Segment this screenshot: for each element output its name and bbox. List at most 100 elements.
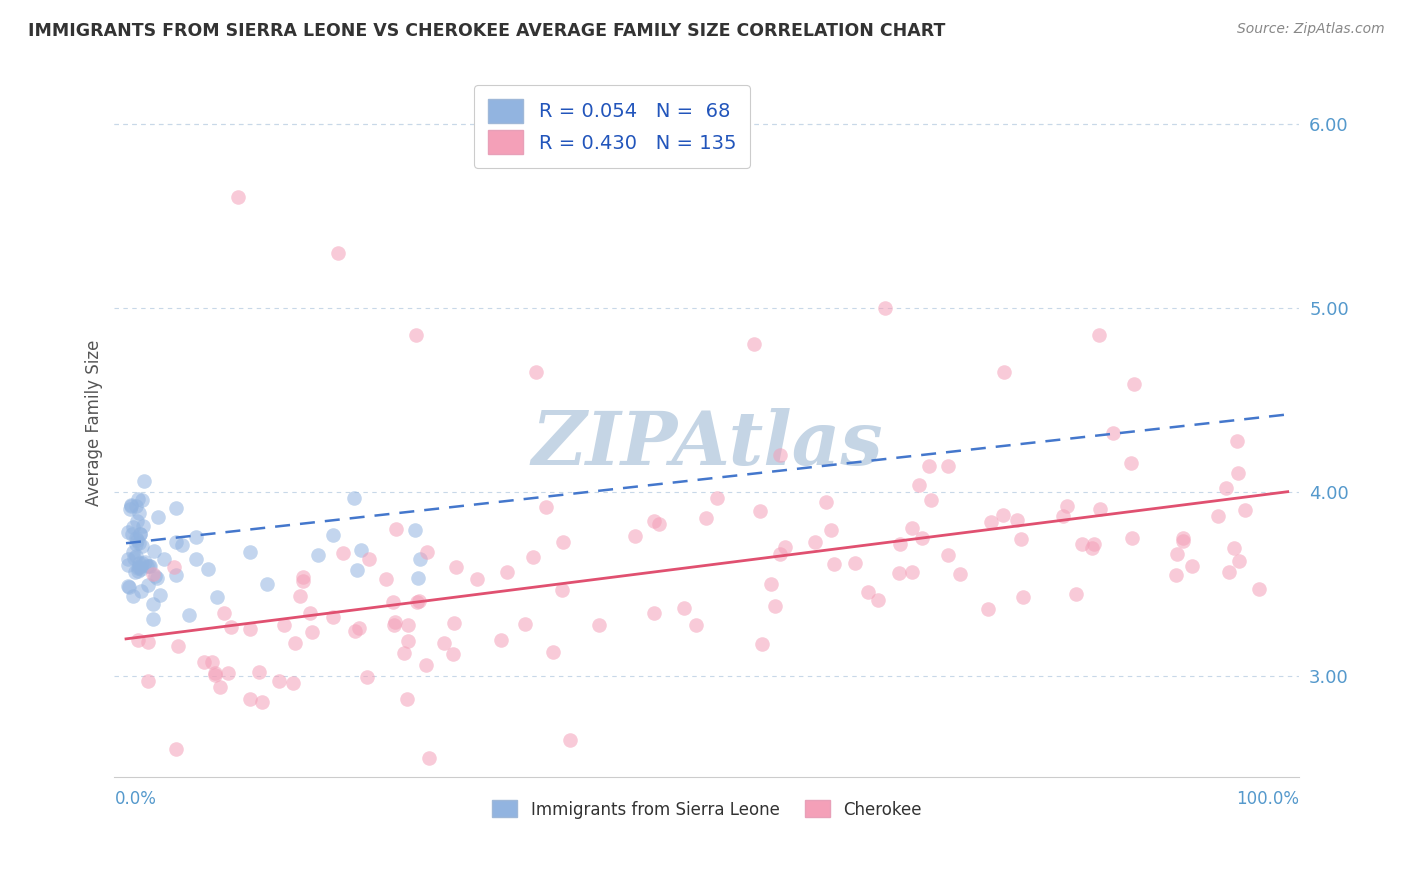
Point bbox=[356, 670, 378, 684]
Point bbox=[1083, 536, 1105, 550]
Point bbox=[553, 535, 575, 549]
Point bbox=[918, 458, 941, 473]
Point bbox=[866, 593, 889, 607]
Point bbox=[769, 547, 792, 561]
Point bbox=[121, 589, 143, 603]
Point bbox=[299, 606, 322, 620]
Point bbox=[873, 301, 896, 315]
Point bbox=[1064, 587, 1087, 601]
Point bbox=[1090, 501, 1112, 516]
Point bbox=[273, 617, 295, 632]
Point bbox=[1181, 559, 1204, 574]
Point bbox=[643, 514, 665, 528]
Point bbox=[138, 673, 160, 688]
Point bbox=[128, 556, 150, 570]
Point bbox=[301, 625, 323, 640]
Point bbox=[1171, 532, 1194, 546]
Point bbox=[127, 533, 149, 547]
Point bbox=[911, 532, 934, 546]
Point bbox=[643, 606, 665, 620]
Point bbox=[408, 594, 430, 608]
Point bbox=[541, 645, 564, 659]
Point bbox=[139, 559, 162, 574]
Point bbox=[381, 594, 404, 608]
Point bbox=[290, 589, 312, 603]
Point bbox=[163, 559, 186, 574]
Point bbox=[346, 563, 368, 577]
Point bbox=[706, 491, 728, 506]
Point bbox=[769, 448, 792, 462]
Point bbox=[193, 655, 215, 669]
Point bbox=[761, 577, 783, 591]
Point bbox=[117, 578, 139, 592]
Point bbox=[749, 504, 772, 518]
Point bbox=[409, 551, 432, 566]
Point bbox=[991, 508, 1014, 523]
Point bbox=[551, 582, 574, 597]
Point bbox=[695, 510, 717, 524]
Point bbox=[124, 549, 146, 564]
Point bbox=[980, 515, 1002, 529]
Point bbox=[384, 615, 406, 629]
Point bbox=[1122, 376, 1144, 391]
Point bbox=[993, 365, 1015, 379]
Point bbox=[1119, 456, 1142, 470]
Point bbox=[145, 571, 167, 585]
Point bbox=[416, 545, 439, 559]
Point bbox=[1226, 434, 1249, 449]
Point bbox=[184, 552, 207, 566]
Point bbox=[524, 365, 547, 379]
Point bbox=[1088, 328, 1111, 343]
Point bbox=[1070, 537, 1092, 551]
Point bbox=[938, 459, 960, 474]
Point bbox=[1121, 531, 1143, 545]
Point bbox=[149, 588, 172, 602]
Point bbox=[1005, 513, 1028, 527]
Text: 0.0%: 0.0% bbox=[114, 789, 156, 808]
Point bbox=[1166, 567, 1188, 582]
Point bbox=[165, 501, 187, 516]
Point bbox=[117, 558, 139, 573]
Point bbox=[522, 549, 544, 564]
Point bbox=[347, 621, 370, 635]
Point bbox=[467, 572, 489, 586]
Text: Source: ZipAtlas.com: Source: ZipAtlas.com bbox=[1237, 22, 1385, 37]
Point bbox=[491, 632, 513, 647]
Point bbox=[406, 595, 429, 609]
Point bbox=[1012, 590, 1035, 604]
Point bbox=[1218, 565, 1240, 579]
Point bbox=[558, 733, 581, 747]
Text: ZIPAtlas: ZIPAtlas bbox=[531, 408, 883, 480]
Point bbox=[624, 529, 647, 543]
Point bbox=[332, 546, 354, 560]
Point bbox=[138, 578, 160, 592]
Point bbox=[418, 751, 440, 765]
Point bbox=[1247, 582, 1270, 597]
Point bbox=[820, 523, 842, 537]
Point bbox=[1166, 547, 1188, 561]
Point bbox=[121, 527, 143, 541]
Point bbox=[128, 526, 150, 541]
Point bbox=[396, 634, 419, 648]
Point bbox=[124, 565, 146, 579]
Point bbox=[751, 637, 773, 651]
Point bbox=[823, 557, 845, 571]
Point bbox=[128, 536, 150, 550]
Point bbox=[588, 618, 610, 632]
Point bbox=[131, 556, 153, 570]
Point bbox=[443, 615, 465, 630]
Point bbox=[256, 577, 278, 591]
Point bbox=[250, 694, 273, 708]
Point bbox=[291, 574, 314, 588]
Point bbox=[127, 564, 149, 578]
Point bbox=[239, 692, 262, 706]
Point bbox=[281, 676, 304, 690]
Point bbox=[142, 597, 165, 611]
Point bbox=[404, 523, 426, 537]
Point bbox=[153, 551, 176, 566]
Point bbox=[136, 635, 159, 649]
Point bbox=[1215, 481, 1237, 495]
Point bbox=[209, 681, 232, 695]
Point bbox=[165, 535, 187, 549]
Point bbox=[131, 519, 153, 533]
